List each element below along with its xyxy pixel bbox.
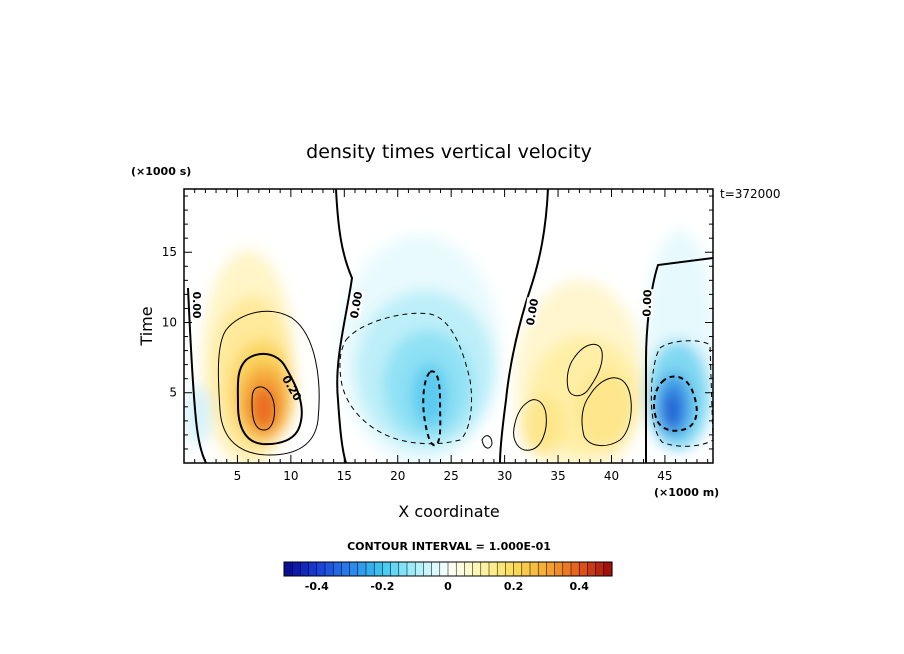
axis-ticks: 5 10 15 20 25 30 35 40 45 5 10 15	[162, 189, 713, 483]
colorbar-swatch	[537, 561, 547, 577]
contour-label: 0.00	[190, 291, 203, 318]
colorbar-swatch	[570, 561, 580, 577]
colorbar-swatch	[546, 561, 556, 577]
contour-label: 0.00	[524, 297, 542, 326]
colorbar-tick-label: -0.4	[305, 580, 329, 593]
colorbar-swatch	[578, 561, 588, 577]
contour-labels: 0.00 0.00 0.00 0.00 0.20	[190, 288, 655, 404]
colorbar-swatch	[529, 561, 539, 577]
colorbar-swatch	[521, 561, 531, 577]
y-tick-label: 10	[162, 315, 177, 329]
colorbar-swatch	[308, 561, 318, 577]
colorbar-tick-label: 0.2	[504, 580, 524, 593]
colorbar-swatch	[316, 561, 326, 577]
plot-frame	[183, 188, 714, 464]
x-tick-label: 15	[337, 469, 352, 483]
colorbar-tick-label: 0	[444, 580, 452, 593]
colorbar-swatch	[496, 561, 506, 577]
colorbar-swatch	[431, 561, 441, 577]
colorbar-swatch	[283, 561, 293, 577]
colorbar-swatch	[488, 561, 498, 577]
colorbar-frame	[283, 561, 613, 577]
colorbar-swatch	[341, 561, 351, 577]
x-tick-label: 30	[497, 469, 512, 483]
contour-lines	[187, 189, 713, 463]
colorbar-tick-label: -0.2	[370, 580, 394, 593]
x-tick-label: 5	[234, 469, 242, 483]
colorbar-swatch	[382, 561, 392, 577]
colorbar-swatch	[324, 561, 334, 577]
colorbar-swatch	[406, 561, 416, 577]
contour-label: 0.00	[641, 289, 655, 317]
colorbar-swatch	[357, 561, 367, 577]
x-tick-label: 25	[444, 469, 459, 483]
heatmap-field	[184, 189, 713, 463]
colorbar-swatch	[300, 561, 310, 577]
colorbar-swatch	[439, 561, 449, 577]
x-tick-label: 20	[390, 469, 405, 483]
colorbar-swatch	[472, 561, 482, 577]
x-tick-label: 10	[283, 469, 298, 483]
colorbar-swatch	[505, 561, 515, 577]
time-annotation: t=372000	[720, 187, 781, 201]
y-tick-label: 5	[169, 386, 177, 400]
colorbar-swatch	[398, 561, 408, 577]
colorbar-swatch	[447, 561, 457, 577]
colorbar-swatch	[513, 561, 523, 577]
x-unit-label: (×1000 m)	[654, 486, 719, 499]
colorbar-tick-label: 0.4	[569, 580, 589, 593]
x-tick-label: 35	[550, 469, 565, 483]
colorbar-swatch	[455, 561, 465, 577]
colorbar-swatch	[414, 561, 424, 577]
x-tick-label: 45	[657, 469, 672, 483]
colorbar: -0.4 -0.2 0 0.2 0.4	[283, 561, 613, 593]
contour-label: 0.00	[348, 290, 366, 319]
y-tick-label: 15	[162, 245, 177, 259]
colorbar-swatch	[349, 561, 359, 577]
colorbar-swatch	[291, 561, 301, 577]
colorbar-swatch	[373, 561, 383, 577]
colorbar-swatch	[587, 561, 597, 577]
y-axis-label: Time	[137, 306, 156, 346]
colorbar-swatch	[562, 561, 572, 577]
x-axis-label: X coordinate	[398, 502, 499, 521]
contour-interval-label: CONTOUR INTERVAL = 1.000E-01	[347, 540, 551, 553]
colorbar-swatch	[332, 561, 342, 577]
colorbar-swatch	[595, 561, 605, 577]
x-tick-label: 40	[604, 469, 619, 483]
colorbar-swatch	[603, 561, 613, 577]
colorbar-swatch	[464, 561, 474, 577]
y-unit-label: (×1000 s)	[131, 165, 191, 178]
colorbar-swatch	[390, 561, 400, 577]
chart-title: density times vertical velocity	[306, 141, 592, 163]
colorbar-swatch	[480, 561, 490, 577]
colorbar-swatch	[423, 561, 433, 577]
colorbar-swatch	[365, 561, 375, 577]
colorbar-swatch	[554, 561, 564, 577]
